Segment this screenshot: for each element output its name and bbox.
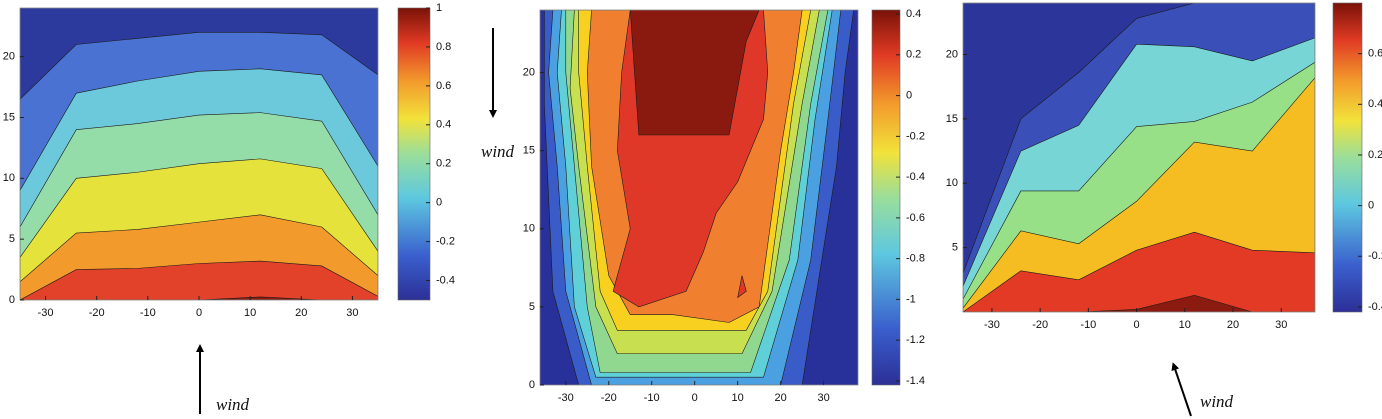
colorbar-tick-label: 0.8 xyxy=(436,41,451,53)
colorbar-tick-label: 0.2 xyxy=(436,158,451,170)
colorbar-tick-label: -1 xyxy=(906,293,916,305)
x-tick-label: -30 xyxy=(984,319,1000,331)
annotation: wind xyxy=(481,142,515,161)
colorbar-tick-label: -0.4 xyxy=(436,274,455,286)
y-tick-label: 0 xyxy=(529,379,535,391)
colorbar-tick-label: 1 xyxy=(436,2,442,14)
colorbar-tick-label: 0 xyxy=(436,197,442,209)
x-tick-label: 10 xyxy=(244,307,256,319)
y-tick-label: 20 xyxy=(946,48,958,60)
colorbar-tick-label: 0 xyxy=(906,90,912,102)
colorbar-tick-label: 0.4 xyxy=(436,119,451,131)
x-tick-label: 0 xyxy=(692,392,698,404)
wind-arrow xyxy=(1171,362,1192,417)
colorbar-tick-label: -0.2 xyxy=(1368,250,1382,262)
x-tick-label: 0 xyxy=(1134,319,1140,331)
colorbar-tick-label: 0 xyxy=(1368,200,1374,212)
contour-region xyxy=(737,275,747,299)
contour-region xyxy=(20,260,378,300)
plot-area xyxy=(540,10,858,385)
plot-area xyxy=(963,3,1315,312)
y-tick-label: 10 xyxy=(946,177,958,189)
colorbar-tick-label: -1.2 xyxy=(906,334,925,346)
y-tick-label: 20 xyxy=(523,66,535,78)
x-tick-label: -20 xyxy=(601,392,617,404)
colorbar-tick-label: -0.4 xyxy=(906,171,925,183)
x-tick-label: 20 xyxy=(775,392,787,404)
plot-frame xyxy=(962,2,1316,313)
colorbar xyxy=(397,7,431,301)
y-tick-label: 15 xyxy=(523,145,535,157)
y-tick-label: 10 xyxy=(3,172,15,184)
y-tick-label: 15 xyxy=(946,113,958,125)
annotation: wind xyxy=(1200,392,1234,411)
x-tick-label: 10 xyxy=(1179,319,1191,331)
x-tick-label: 30 xyxy=(1275,319,1287,331)
x-tick-label: -10 xyxy=(644,392,660,404)
contour-region xyxy=(198,296,322,300)
x-tick-label: -10 xyxy=(1080,319,1096,331)
y-tick-label: 0 xyxy=(9,294,15,306)
x-tick-label: 30 xyxy=(346,307,358,319)
colorbar-tick-label: 0.2 xyxy=(1368,149,1382,161)
y-tick-label: 5 xyxy=(529,301,535,313)
y-tick-label: 15 xyxy=(3,111,15,123)
colorbar-tick-label: 0.4 xyxy=(906,8,921,20)
plot-frame xyxy=(539,9,859,386)
contour-region xyxy=(629,10,760,136)
x-tick-label: 30 xyxy=(817,392,829,404)
x-tick-label: 0 xyxy=(196,307,202,319)
y-tick-label: 5 xyxy=(9,233,15,245)
x-tick-label: -20 xyxy=(1032,319,1048,331)
contour-region xyxy=(1078,294,1253,312)
colorbar-tick-label: -0.4 xyxy=(1368,301,1382,313)
x-tick-label: 20 xyxy=(1227,319,1239,331)
colorbar-tick-label: 0.4 xyxy=(1368,98,1382,110)
contour-region xyxy=(963,231,1315,312)
colorbar-tick-label: -0.2 xyxy=(436,236,455,248)
annotation: wind xyxy=(216,395,250,414)
x-tick-label: -30 xyxy=(38,307,54,319)
x-tick-label: 20 xyxy=(295,307,307,319)
colorbar xyxy=(1332,2,1363,313)
colorbar-tick-label: 0.2 xyxy=(906,49,921,61)
y-tick-label: 10 xyxy=(523,223,535,235)
colorbar-tick-label: 0.6 xyxy=(1368,48,1382,60)
colorbar-tick-label: -0.8 xyxy=(906,253,925,265)
x-tick-label: -20 xyxy=(89,307,105,319)
colorbar-tick-label: 0.6 xyxy=(436,80,451,92)
colorbar-tick-label: -0.2 xyxy=(906,130,925,142)
colorbar-tick-label: -1.4 xyxy=(906,375,925,387)
y-tick-label: 5 xyxy=(952,242,958,254)
colorbar-tick-label: -0.6 xyxy=(906,212,925,224)
x-tick-label: -30 xyxy=(558,392,574,404)
x-tick-label: -10 xyxy=(140,307,156,319)
colorbar xyxy=(871,9,901,386)
y-tick-label: 20 xyxy=(3,51,15,63)
x-tick-label: 10 xyxy=(732,392,744,404)
plot-area xyxy=(20,8,378,300)
